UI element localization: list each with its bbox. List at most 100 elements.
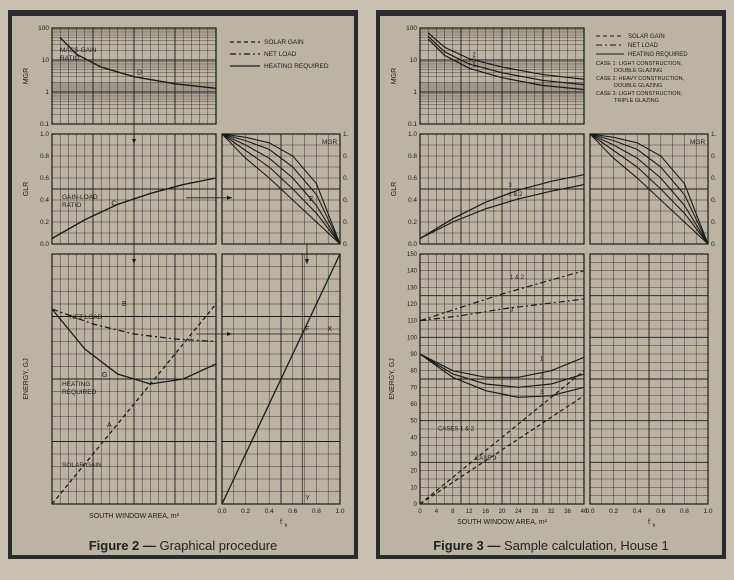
svg-text:HEATING: HEATING bbox=[62, 381, 90, 388]
svg-text:100: 100 bbox=[38, 25, 49, 32]
svg-text:ENERGY, GJ: ENERGY, GJ bbox=[23, 358, 30, 400]
svg-text:CASE 2: HEAVY CONSTRUCTION,: CASE 2: HEAVY CONSTRUCTION, bbox=[596, 76, 685, 82]
svg-text:0.8: 0.8 bbox=[312, 508, 321, 515]
svg-text:DOUBLE GLAZING: DOUBLE GLAZING bbox=[614, 83, 662, 89]
figure-3-caption: Figure 3 — Sample calculation, House 1 bbox=[386, 538, 716, 553]
svg-text:1: 1 bbox=[472, 61, 476, 68]
svg-text:CASE 3: LIGHT CONSTRUCTION,: CASE 3: LIGHT CONSTRUCTION, bbox=[596, 91, 683, 97]
svg-text:CASES 1 & 2: CASES 1 & 2 bbox=[438, 427, 475, 433]
svg-text:GLR: GLR bbox=[391, 182, 398, 196]
svg-text:140: 140 bbox=[407, 269, 418, 275]
svg-text:40: 40 bbox=[410, 435, 417, 441]
svg-text:0.6: 0.6 bbox=[40, 175, 49, 182]
svg-text:4: 4 bbox=[435, 509, 439, 515]
svg-text:0.1: 0.1 bbox=[40, 121, 49, 128]
svg-text:1 & 2: 1 & 2 bbox=[510, 275, 525, 281]
svg-text:0.8: 0.8 bbox=[680, 508, 689, 515]
svg-text:8: 8 bbox=[451, 509, 455, 515]
svg-text:0.0: 0.0 bbox=[343, 241, 348, 248]
svg-text:50: 50 bbox=[410, 419, 417, 425]
figure-2-svg: 0.1 1 10 100 MGR MASS-GAIN RATIO D SOLAR GAIN NET… bbox=[18, 22, 348, 532]
svg-text:16: 16 bbox=[482, 509, 489, 515]
svg-text:100: 100 bbox=[406, 25, 417, 32]
svg-text:1.0: 1.0 bbox=[40, 131, 49, 138]
svg-text:0.0: 0.0 bbox=[585, 508, 594, 515]
svg-text:0.2: 0.2 bbox=[343, 219, 348, 226]
svg-text:Y: Y bbox=[305, 495, 310, 502]
svg-text:f: f bbox=[648, 519, 650, 526]
svg-text:0.6: 0.6 bbox=[408, 175, 417, 182]
svg-text:10: 10 bbox=[410, 57, 418, 64]
figure-2: 0.1 1 10 100 MGR MASS-GAIN RATIO D SOLAR GAIN NET… bbox=[8, 10, 358, 559]
svg-text:1.0: 1.0 bbox=[711, 131, 716, 138]
svg-text:1.0: 1.0 bbox=[335, 508, 344, 515]
figure-3: 0.1110100MGR231SOLAR GAINNET LOADHEATING… bbox=[376, 10, 726, 559]
svg-text:150: 150 bbox=[407, 252, 418, 258]
svg-text:MGR: MGR bbox=[391, 68, 398, 84]
svg-text:DOUBLE GLAZING: DOUBLE GLAZING bbox=[614, 68, 662, 74]
svg-text:1 & 2: 1 & 2 bbox=[508, 192, 523, 198]
svg-text:0.8: 0.8 bbox=[711, 153, 716, 160]
svg-text:0.6: 0.6 bbox=[656, 508, 665, 515]
svg-text:60: 60 bbox=[410, 402, 417, 408]
svg-text:10: 10 bbox=[410, 485, 417, 491]
svg-text:0.8: 0.8 bbox=[40, 153, 49, 160]
figure-3-caption-text: Sample calculation, House 1 bbox=[504, 538, 669, 553]
svg-text:SOLAR GAIN: SOLAR GAIN bbox=[264, 39, 304, 46]
svg-text:0.6: 0.6 bbox=[343, 175, 348, 182]
svg-text:0.6: 0.6 bbox=[711, 175, 716, 182]
svg-text:X: X bbox=[327, 326, 332, 333]
svg-text:120: 120 bbox=[407, 302, 418, 308]
svg-text:h: h bbox=[285, 523, 288, 529]
svg-text:0: 0 bbox=[418, 509, 422, 515]
svg-text:SOLAR GAIN: SOLAR GAIN bbox=[62, 462, 102, 469]
svg-text:SOUTH WINDOW AREA, m²: SOUTH WINDOW AREA, m² bbox=[89, 513, 180, 520]
svg-text:B: B bbox=[122, 301, 127, 308]
svg-text:1.0: 1.0 bbox=[703, 508, 712, 515]
svg-text:ENERGY, GJ: ENERGY, GJ bbox=[389, 358, 396, 400]
svg-text:MGR: MGR bbox=[690, 139, 705, 146]
svg-text:MASS-GAIN: MASS-GAIN bbox=[60, 47, 97, 54]
svg-text:GAIN-LOAD: GAIN-LOAD bbox=[62, 194, 98, 201]
svg-text:80: 80 bbox=[410, 369, 417, 375]
svg-text:70: 70 bbox=[410, 385, 417, 391]
svg-text:0.6: 0.6 bbox=[288, 508, 297, 515]
svg-text:0.4: 0.4 bbox=[40, 197, 49, 204]
svg-text:12: 12 bbox=[466, 509, 473, 515]
svg-text:30: 30 bbox=[410, 452, 417, 458]
svg-text:20: 20 bbox=[410, 469, 417, 475]
svg-text:E: E bbox=[309, 196, 314, 203]
svg-text:NET LOAD: NET LOAD bbox=[70, 314, 103, 321]
svg-text:0: 0 bbox=[414, 502, 418, 508]
svg-text:TRIPLE GLAZING: TRIPLE GLAZING bbox=[614, 98, 659, 104]
svg-text:24: 24 bbox=[515, 509, 522, 515]
svg-text:0.4: 0.4 bbox=[633, 508, 642, 515]
figure-3-svg: 0.1110100MGR231SOLAR GAINNET LOADHEATING… bbox=[386, 22, 716, 532]
svg-text:CASE 1: LIGHT CONSTRUCTION,: CASE 1: LIGHT CONSTRUCTION, bbox=[596, 61, 683, 67]
svg-text:36: 36 bbox=[564, 509, 571, 515]
svg-text:1.0: 1.0 bbox=[408, 131, 417, 138]
svg-text:D: D bbox=[137, 70, 142, 77]
svg-text:3: 3 bbox=[508, 183, 512, 189]
svg-text:1: 1 bbox=[45, 89, 49, 96]
svg-text:MGR: MGR bbox=[23, 68, 30, 84]
svg-text:0.2: 0.2 bbox=[609, 508, 618, 515]
svg-text:RATIO: RATIO bbox=[62, 202, 81, 209]
svg-text:28: 28 bbox=[531, 509, 538, 515]
svg-text:0.0: 0.0 bbox=[408, 241, 417, 248]
svg-text:1.0: 1.0 bbox=[343, 131, 348, 138]
svg-text:100: 100 bbox=[407, 335, 418, 341]
svg-text:F: F bbox=[305, 326, 309, 333]
svg-text:A: A bbox=[107, 422, 112, 429]
svg-text:h: h bbox=[653, 523, 656, 529]
svg-text:SOUTH WINDOW AREA, m²: SOUTH WINDOW AREA, m² bbox=[457, 519, 548, 526]
svg-text:10: 10 bbox=[42, 57, 50, 64]
svg-text:SOLAR GAIN: SOLAR GAIN bbox=[628, 34, 665, 40]
svg-text:0.2: 0.2 bbox=[711, 219, 716, 226]
svg-text:REQUIRED: REQUIRED bbox=[62, 389, 97, 396]
svg-text:0.4: 0.4 bbox=[711, 197, 716, 204]
figure-2-caption-text: Graphical procedure bbox=[160, 538, 278, 553]
svg-text:0.4: 0.4 bbox=[265, 508, 274, 515]
svg-text:1: 1 bbox=[413, 89, 417, 96]
svg-text:MGR: MGR bbox=[322, 139, 337, 146]
